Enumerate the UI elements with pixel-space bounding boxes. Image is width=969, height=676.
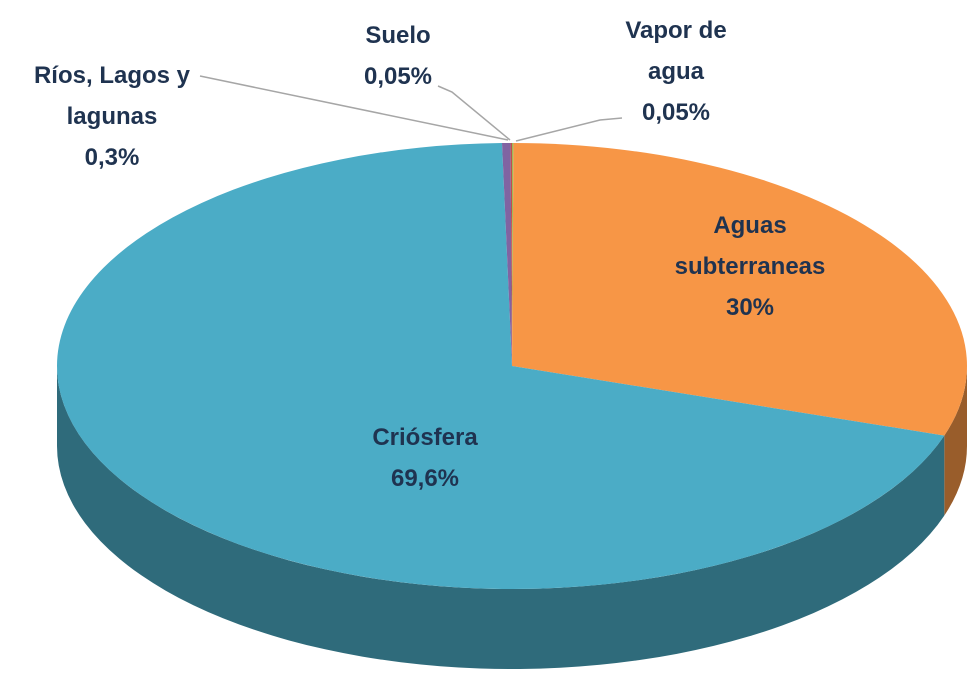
slice-side [56,366,945,670]
label-category: Vapor de agua [625,17,727,85]
slice [510,143,512,366]
label-value: 0,05% [363,63,433,90]
data-label: Aguas subterraneas 30% [650,205,850,328]
label-value: 0,3% [84,144,140,171]
leader-line [199,75,509,141]
slice [501,143,512,366]
label-category: Suelo [365,22,431,49]
label-value: 30% [725,294,775,321]
label-category: Criósfera [372,424,478,451]
label-value: 0,05% [641,99,711,126]
slice [512,143,514,366]
label-category: Aguas subterraneas [674,212,826,280]
leader-line [437,85,511,141]
slice-side [944,366,967,516]
data-label: Vapor de agua 0,05% [601,10,751,133]
data-label: Ríos, Lagos y lagunas 0,3% [12,55,212,178]
slice [512,143,967,436]
data-label: Suelo 0,05% [323,15,473,97]
data-label: Criósfera 69,6% [325,417,525,499]
leader-line [515,117,623,142]
slice [57,143,945,590]
label-category: Ríos, Lagos y lagunas [33,62,191,130]
label-value: 69,6% [390,465,460,492]
